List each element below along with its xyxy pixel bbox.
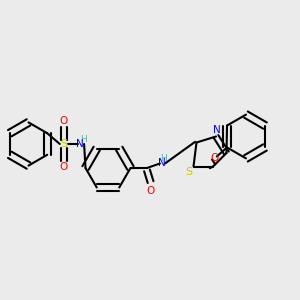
Text: N: N — [158, 158, 165, 169]
Text: O: O — [146, 185, 155, 196]
Text: O: O — [60, 162, 68, 172]
Text: O: O — [210, 153, 219, 163]
Text: H: H — [160, 154, 167, 163]
Text: N: N — [213, 125, 221, 135]
Text: N: N — [76, 139, 84, 149]
Text: S: S — [185, 167, 193, 177]
Text: S: S — [60, 139, 67, 149]
Text: O: O — [60, 116, 68, 126]
Text: H: H — [80, 135, 87, 144]
